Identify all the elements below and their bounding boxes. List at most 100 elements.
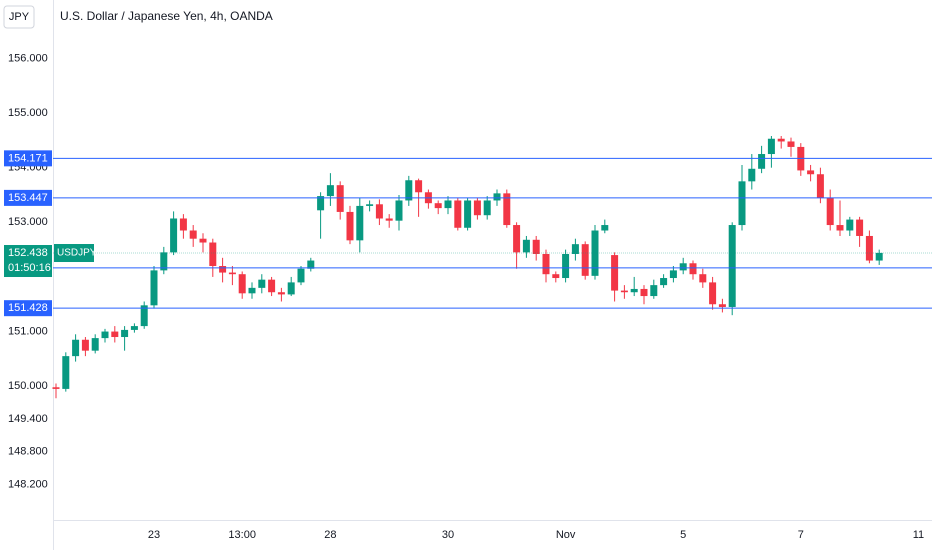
candle-body [444,200,452,209]
y-tick-label: 156.000 [8,52,48,64]
candle-body [816,174,824,198]
candle-body [591,230,599,276]
candle-body [277,292,285,295]
y-tick-label: 155.000 [8,107,48,119]
candle-body [581,244,589,276]
y-tick-label: 148.800 [8,446,48,458]
candle-body [532,239,540,254]
candle-body [336,185,344,212]
chart-title: U.S. Dollar / Japanese Yen, 4h, OANDA [60,9,273,23]
candle-body [777,138,785,142]
candle-body [101,331,109,339]
candle-body [170,218,178,253]
x-tick-label: 11 [913,529,924,541]
symbol-tag-bg [54,244,94,263]
candle-body [679,263,687,271]
candle-body [875,252,883,261]
candle-body [562,253,570,279]
candle-body [856,219,864,236]
candle-body [865,235,873,261]
candle-body [473,200,481,216]
candle-body [728,225,736,307]
candle-body [748,168,756,182]
price-label-bg [4,150,52,167]
candle-body [405,180,413,201]
candle-body [72,339,80,357]
price-label: 151.428 [8,302,48,314]
candle-body [787,141,795,147]
candle-body [415,180,423,193]
currency-box[interactable] [3,5,35,29]
candle-body [219,266,227,273]
y-tick-label: 153.000 [8,216,48,228]
candle-body [189,230,197,239]
candle-body [699,274,707,283]
candle-body [513,225,521,253]
candle-body [385,218,393,221]
candle-body [738,181,746,226]
price-label: 153.447 [8,192,48,204]
symbol-tag: USDJPY [57,248,97,259]
candle-body [238,274,246,294]
candle-body [258,279,266,288]
price-label-bg [4,300,52,317]
candle-body [150,270,158,306]
candle-body [179,218,187,231]
candle-body [111,331,119,338]
candle-body [91,338,99,351]
candle-body [326,185,334,197]
candle-body [826,197,834,226]
last-price-bg [4,245,52,278]
candle-body [493,193,501,201]
candle-body [307,260,315,269]
candle-body [199,238,207,243]
candle-body [601,225,609,231]
x-tick-label: 7 [798,529,804,541]
candle-body [356,205,364,241]
candle-body [317,196,325,211]
candle-body [630,288,638,293]
price-label: 154.171 [8,152,48,164]
candle-body [228,272,236,275]
candle-body [758,154,766,169]
x-tick-label: 30 [442,529,454,541]
candle-body [297,268,305,283]
candle-body [130,326,138,330]
y-tick-label: 149.400 [8,413,48,425]
candle-body [248,287,256,294]
candle-body [140,305,148,327]
candle-body [375,204,383,219]
candle-body [709,282,717,305]
candle-body [660,278,668,286]
candle-body [571,244,579,254]
candle-body [454,200,462,228]
currency-label[interactable]: JPY [9,11,30,23]
candle-body [542,253,550,275]
candle-body [464,200,472,228]
candle-body [503,193,511,226]
candle-body [807,170,815,175]
candle-body [81,339,89,351]
candle-body [121,329,129,338]
candle-body [483,200,491,216]
x-tick-label: 13:00 [228,529,256,541]
x-tick-label: 23 [148,529,160,541]
last-price-label: 152.438 [8,247,48,259]
candle-body [846,219,854,231]
candle-body [767,138,775,155]
candle-body [287,282,295,295]
candle-body [366,204,374,206]
x-tick-label: 5 [680,529,686,541]
candle-body [611,255,619,291]
candle-body [552,274,560,279]
candle-body [522,239,530,253]
y-tick-label: 148.200 [8,478,48,490]
candle-body [620,290,628,293]
candle-body [160,252,168,271]
candle-body [395,200,403,221]
candle-body [640,288,648,297]
candle-body [268,279,276,293]
candle-body [62,356,70,389]
